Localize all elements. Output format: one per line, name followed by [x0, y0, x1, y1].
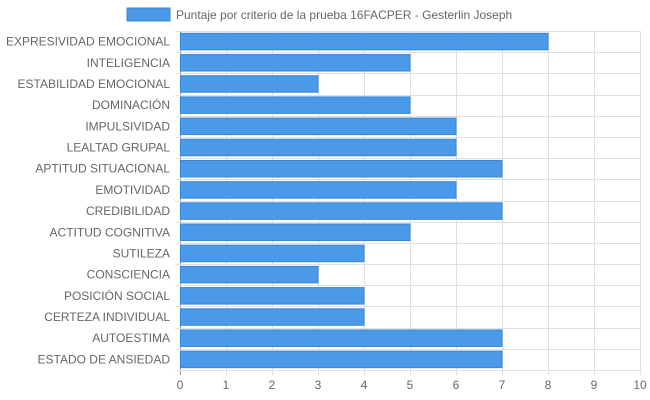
bar[interactable]	[180, 329, 503, 347]
bar[interactable]	[180, 308, 365, 326]
bar[interactable]	[180, 223, 411, 242]
category-label: ESTABILIDAD EMOCIONAL	[18, 77, 171, 91]
x-tick-label: 5	[407, 378, 414, 392]
x-tick-label: 1	[223, 378, 230, 392]
x-tick-label: 0	[177, 378, 184, 392]
category-label: DOMINACIÓN	[92, 97, 170, 112]
x-tick-label: 10	[633, 378, 647, 392]
bar[interactable]	[180, 32, 549, 51]
category-label: APTITUD SITUACIONAL	[35, 162, 170, 176]
x-tick-label: 4	[361, 378, 368, 392]
bar[interactable]	[180, 202, 503, 220]
bars	[180, 32, 549, 369]
bar[interactable]	[180, 181, 457, 199]
bar[interactable]	[180, 138, 457, 157]
category-label: SUTILEZA	[113, 246, 170, 260]
bar[interactable]	[180, 96, 411, 114]
grid	[175, 31, 641, 375]
bar[interactable]	[180, 75, 319, 93]
category-label: POSICIÓN SOCIAL	[64, 288, 170, 303]
x-tick-label: 6	[453, 378, 460, 392]
category-label: CREDIBILIDAD	[86, 204, 170, 218]
bar[interactable]	[180, 54, 411, 72]
x-tick-label: 8	[545, 378, 552, 392]
category-label: CERTEZA INDIVIDUAL	[44, 310, 170, 324]
bar[interactable]	[180, 350, 503, 369]
category-label: ACTITUD COGNITIVA	[50, 225, 170, 239]
bar[interactable]	[180, 265, 319, 284]
category-label: ESTADO DE ANSIEDAD	[38, 352, 171, 366]
category-label: IMPULSIVIDAD	[85, 119, 170, 133]
legend-label: Puntaje por criterio de la prueba 16FACP…	[176, 8, 512, 22]
category-label: EXPRESIVIDAD EMOCIONAL	[6, 35, 170, 49]
x-axis-tick-labels: 0 1 2 3 4 5 6 7 8 9 10	[177, 378, 647, 392]
legend-swatch	[126, 7, 171, 22]
category-label: INTELIGENCIA	[87, 56, 170, 70]
x-tick-label: 2	[269, 378, 276, 392]
category-label: CONSCIENCIA	[87, 268, 170, 282]
category-label: EMOTIVIDAD	[95, 183, 170, 197]
bar[interactable]	[180, 244, 365, 263]
bar[interactable]	[180, 159, 503, 178]
bar[interactable]	[180, 117, 457, 136]
category-label: AUTOESTIMA	[92, 331, 170, 345]
x-tick-label: 9	[591, 378, 598, 392]
x-tick-label: 3	[315, 378, 322, 392]
x-tick-label: 7	[499, 378, 506, 392]
category-label: LEALTAD GRUPAL	[67, 141, 171, 155]
bar[interactable]	[180, 287, 365, 305]
legend[interactable]: Puntaje por criterio de la prueba 16FACP…	[126, 7, 512, 22]
category-labels: EXPRESIVIDAD EMOCIONAL INTELIGENCIA ESTABI…	[6, 35, 170, 367]
